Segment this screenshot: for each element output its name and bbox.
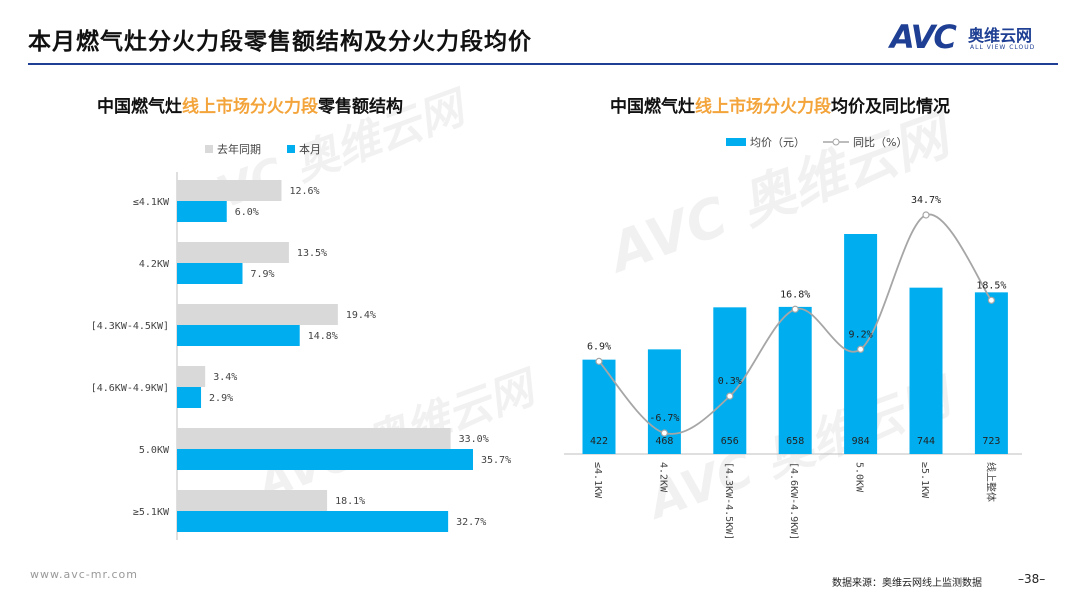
- right-category-label: [4.3KW-4.5KW]: [723, 462, 734, 540]
- yoy-point: [987, 296, 996, 304]
- left-category-label: [4.6KW-4.9KW]: [91, 383, 169, 394]
- page-title: 本月燃气灶分火力段零售额结构及分火力段均价: [28, 29, 532, 55]
- label-last-year: 12.6%: [289, 186, 319, 197]
- logo-cn-text: 奥维云网: [968, 26, 1033, 45]
- yoy-label: 18.5%: [976, 280, 1006, 291]
- yoy-point: [660, 429, 669, 437]
- label-this-month: 2.9%: [209, 393, 233, 404]
- left-title-prefix: 中国燃气灶: [97, 97, 182, 117]
- logo-en-text: ALL VIEW CLOUD: [970, 44, 1036, 51]
- label-last-year: 18.1%: [335, 496, 365, 507]
- bar-this-month: [177, 387, 202, 408]
- yoy-point: [791, 305, 799, 313]
- right-category-label: ≥5.1KW: [919, 462, 930, 499]
- bar-this-month: [177, 201, 227, 222]
- label-last-year: 19.4%: [346, 310, 376, 321]
- footer-url: www.avc-mr.com: [30, 568, 138, 581]
- bar-last-year: [177, 366, 206, 387]
- left-category-label: 5.0KW: [139, 445, 170, 456]
- bar-this-month: [177, 263, 243, 284]
- data-source-note: 数据来源：奥维云网线上监测数据: [832, 578, 982, 589]
- right-chart-title: 中国燃气灶线上市场分火力段均价及同比情况: [610, 92, 950, 117]
- left-category-label: ≥5.1KW: [133, 507, 170, 518]
- price-bar: [844, 234, 878, 454]
- yoy-label: 34.7%: [911, 195, 941, 206]
- price-label: 744: [917, 436, 935, 447]
- price-label: 656: [721, 436, 739, 447]
- label-this-month: 32.7%: [456, 517, 486, 528]
- left-legend: 去年同期 本月: [205, 141, 321, 157]
- bar-last-year: [177, 304, 338, 325]
- price-bar: [778, 306, 812, 454]
- label-this-month: 6.0%: [235, 207, 259, 218]
- left-category-label: 4.2KW: [139, 259, 170, 270]
- bar-this-month: [177, 325, 300, 346]
- legend-label-last-year: 去年同期: [217, 143, 261, 156]
- yoy-label: 0.3%: [718, 376, 742, 387]
- price-bar: [974, 292, 1008, 454]
- header-divider: [28, 63, 1058, 65]
- price-label: 468: [655, 436, 673, 447]
- bar-this-month: [177, 511, 449, 532]
- bar-last-year: [177, 490, 328, 511]
- right-category-label: ≤4.1KW: [592, 462, 603, 499]
- avc-logo: AVC 奥维云网 ALL VIEW CLOUD: [890, 18, 1060, 58]
- bar-last-year: [177, 428, 451, 449]
- right-title-suffix: 均价及同比情况: [831, 97, 950, 117]
- label-this-month: 35.7%: [481, 455, 511, 466]
- right-title-prefix: 中国燃气灶: [610, 97, 695, 117]
- legend-swatch-last-year: [205, 145, 213, 153]
- left-title-suffix: 零售额结构: [318, 97, 403, 117]
- left-category-label: [4.3KW-4.5KW]: [91, 321, 169, 332]
- right-legend: 均价（元） 同比（%）: [726, 134, 907, 150]
- right-title-highlight: 线上市场分火力段: [695, 97, 831, 117]
- yoy-label: 16.8%: [780, 289, 810, 300]
- right-category-label: [4.6KW-4.9KW]: [788, 462, 799, 540]
- yoy-label: -6.7%: [649, 413, 679, 424]
- label-last-year: 13.5%: [297, 248, 327, 259]
- yoy-point: [922, 211, 930, 219]
- label-last-year: 33.0%: [459, 434, 489, 445]
- label-this-month: 14.8%: [308, 331, 338, 342]
- legend-swatch-this-month: [287, 145, 295, 153]
- legend-label-avg-price: 均价（元）: [750, 136, 805, 149]
- legend-line-icon: [823, 138, 849, 146]
- bar-last-year: [177, 242, 289, 263]
- yoy-label: 9.2%: [849, 329, 873, 340]
- price-bar: [713, 307, 747, 454]
- right-category-label: 5.0KW: [854, 462, 865, 493]
- left-chart-title: 中国燃气灶线上市场分火力段零售额结构: [97, 92, 403, 117]
- legend-label-this-month: 本月: [299, 143, 321, 156]
- price-label: 984: [852, 436, 870, 447]
- yoy-label: 6.9%: [587, 341, 611, 352]
- right-category-label: 4.2KW: [657, 462, 668, 493]
- label-this-month: 7.9%: [251, 269, 275, 280]
- bar-last-year: [177, 180, 282, 201]
- price-bar: [909, 287, 943, 454]
- legend-label-yoy: 同比（%）: [853, 136, 908, 149]
- legend-swatch-avg-price: [726, 138, 746, 146]
- logo-mark: AVC: [890, 18, 957, 56]
- yoy-point: [726, 392, 734, 400]
- price-label: 658: [786, 436, 804, 447]
- page-number: –38–: [1018, 572, 1046, 586]
- price-label: 422: [590, 436, 608, 447]
- yoy-point: [856, 345, 865, 353]
- price-label: 723: [982, 436, 1000, 447]
- left-category-label: ≤4.1KW: [133, 197, 170, 208]
- yoy-point: [595, 357, 603, 365]
- right-category-label: 线上整体: [984, 462, 997, 502]
- bar-this-month: [177, 449, 473, 470]
- label-last-year: 3.4%: [213, 372, 237, 383]
- left-title-highlight: 线上市场分火力段: [182, 97, 318, 117]
